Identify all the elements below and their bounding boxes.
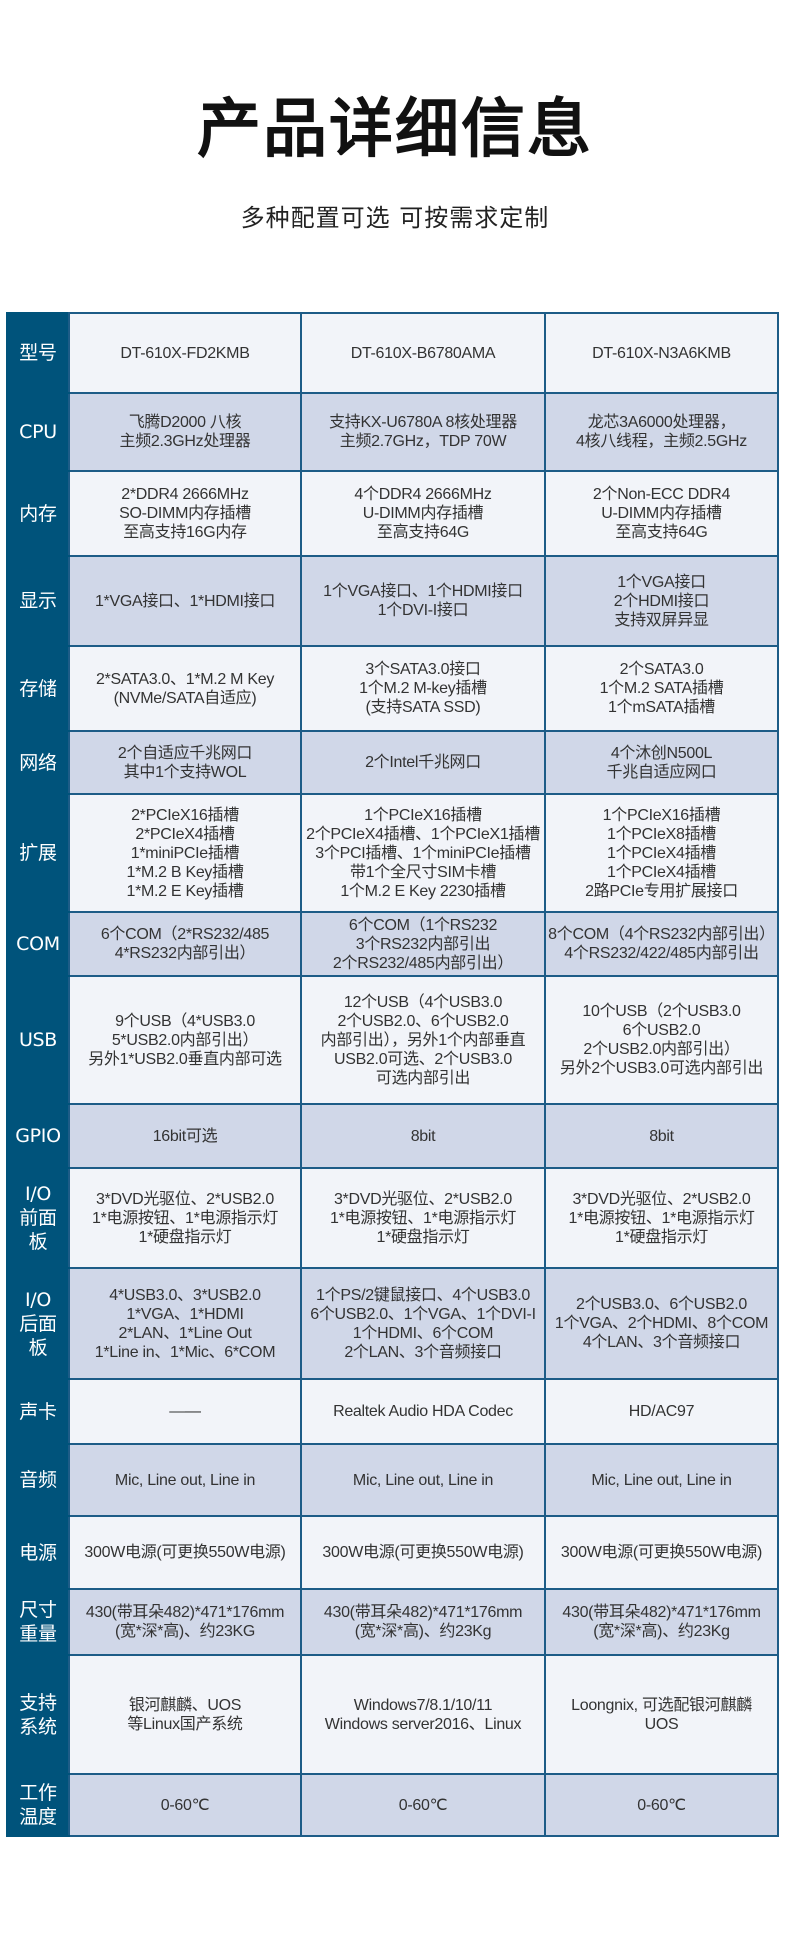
row-label: I/O 前面板 <box>6 1167 70 1269</box>
table-cell: 2*DDR4 2666MHz SO-DIMM内存插槽 至高支持16G内存 <box>68 470 302 557</box>
row-label: 型号 <box>6 312 70 394</box>
row-label: 尺寸 重量 <box>6 1588 70 1656</box>
table-cell: 龙芯3A6000处理器， 4核八线程，主频2.5GHz <box>544 392 779 472</box>
table-cell: 16bit可选 <box>68 1103 302 1169</box>
row-label: 内存 <box>6 470 70 557</box>
spec-table: 型号 DT-610X-FD2KMB DT-610X-B6780AMA DT-610X-… <box>6 312 779 1837</box>
table-row: 工作 温度 0-60℃ 0-60℃ 0-60℃ <box>6 1773 779 1837</box>
row-label: USB <box>6 975 70 1105</box>
table-cell: 300W电源(可更换550W电源) <box>544 1515 779 1590</box>
table-cell: Mic, Line out, Line in <box>68 1443 302 1517</box>
table-row: 尺寸 重量 430(带耳朵482)*471*176mm (宽*深*高)、约23KG… <box>6 1588 779 1656</box>
table-row: USB 9个USB（4*USB3.0 5*USB2.0内部引出） 另外1*USB2… <box>6 975 779 1105</box>
table-row: 扩展 2*PCIeX16插槽 2*PCIeX4插槽 1*miniPCIe插槽 1*… <box>6 793 779 913</box>
table-cell: 9个USB（4*USB3.0 5*USB2.0内部引出） 另外1*USB2.0垂… <box>68 975 302 1105</box>
row-label: CPU <box>6 392 70 472</box>
table-cell: 2*SATA3.0、1*M.2 M Key (NVMe/SATA自适应) <box>68 645 302 732</box>
table-cell: 1个VGA接口、1个HDMI接口 1个DVI-I接口 <box>300 555 546 647</box>
table-cell: DT-610X-FD2KMB <box>68 312 302 394</box>
table-cell: 4*USB3.0、3*USB2.0 1*VGA、1*HDMI 2*LAN、1*L… <box>68 1267 302 1380</box>
table-cell: 3个SATA3.0接口 1个M.2 M-key插槽 (支持SATA SSD) <box>300 645 546 732</box>
table-cell: 2个SATA3.0 1个M.2 SATA插槽 1个mSATA插槽 <box>544 645 779 732</box>
table-cell: Realtek Audio HDA Codec <box>300 1378 546 1445</box>
table-row: 存储 2*SATA3.0、1*M.2 M Key (NVMe/SATA自适应) 3个… <box>6 645 779 732</box>
row-label: 音频 <box>6 1443 70 1517</box>
table-row: 音频 Mic, Line out, Line in Mic, Line out, L… <box>6 1443 779 1517</box>
table-cell: 3*DVD光驱位、2*USB2.0 1*电源按钮、1*电源指示灯 1*硬盘指示灯 <box>544 1167 779 1269</box>
row-label: I/O 后面板 <box>6 1267 70 1380</box>
row-label: 扩展 <box>6 793 70 913</box>
table-cell: 1*VGA接口、1*HDMI接口 <box>68 555 302 647</box>
row-label: 显示 <box>6 555 70 647</box>
table-cell: 6个COM（2*RS232/485 4*RS232内部引出） <box>68 911 302 977</box>
row-label: 存储 <box>6 645 70 732</box>
table-row: 支持 系统 银河麒麟、UOS 等Linux国产系统 Windows7/8.1/10/… <box>6 1654 779 1775</box>
table-cell: 2个Intel千兆网口 <box>300 730 546 795</box>
table-cell: 2*PCIeX16插槽 2*PCIeX4插槽 1*miniPCIe插槽 1*M.… <box>68 793 302 913</box>
table-cell: 飞腾D2000 八核 主频2.3GHz处理器 <box>68 392 302 472</box>
table-cell: 430(带耳朵482)*471*176mm (宽*深*高)、约23Kg <box>300 1588 546 1656</box>
table-cell: 0-60℃ <box>544 1773 779 1837</box>
page-title: 产品详细信息 <box>197 93 593 167</box>
table-row: 声卡 —— Realtek Audio HDA Codec HD/AC97 <box>6 1378 779 1445</box>
table-cell: 0-60℃ <box>68 1773 302 1837</box>
table-cell: 430(带耳朵482)*471*176mm (宽*深*高)、约23Kg <box>544 1588 779 1656</box>
table-cell: 1个VGA接口 2个HDMI接口 支持双屏异显 <box>544 555 779 647</box>
row-label: GPIO <box>6 1103 70 1169</box>
table-cell: 8bit <box>300 1103 546 1169</box>
row-label: COM <box>6 911 70 977</box>
table-cell: 300W电源(可更换550W电源) <box>68 1515 302 1590</box>
table-cell: 430(带耳朵482)*471*176mm (宽*深*高)、约23KG <box>68 1588 302 1656</box>
row-label: 支持 系统 <box>6 1654 70 1775</box>
table-cell: 支持KX-U6780A 8核处理器 主频2.7GHz，TDP 70W <box>300 392 546 472</box>
table-cell: 3*DVD光驱位、2*USB2.0 1*电源按钮、1*电源指示灯 1*硬盘指示灯 <box>300 1167 546 1269</box>
table-cell: 银河麒麟、UOS 等Linux国产系统 <box>68 1654 302 1775</box>
table-cell: 8bit <box>544 1103 779 1169</box>
table-cell: 12个USB（4个USB3.0 2个USB2.0、6个USB2.0 内部引出），… <box>300 975 546 1105</box>
table-cell: 1个PS/2键鼠接口、4个USB3.0 6个USB2.0、1个VGA、1个DVI… <box>300 1267 546 1380</box>
row-label: 声卡 <box>6 1378 70 1445</box>
table-cell: 8个COM（4个RS232内部引出） 4个RS232/422/485内部引出 <box>544 911 779 977</box>
table-row: 内存 2*DDR4 2666MHz SO-DIMM内存插槽 至高支持16G内存 4个… <box>6 470 779 557</box>
table-row: CPU 飞腾D2000 八核 主频2.3GHz处理器 支持KX-U6780A 8核处… <box>6 392 779 472</box>
table-cell: 4个DDR4 2666MHz U-DIMM内存插槽 至高支持64G <box>300 470 546 557</box>
table-cell: 10个USB（2个USB3.0 6个USB2.0 2个USB2.0内部引出） 另… <box>544 975 779 1105</box>
table-row: I/O 前面板 3*DVD光驱位、2*USB2.0 1*电源按钮、1*电源指示灯 … <box>6 1167 779 1269</box>
row-label: 网络 <box>6 730 70 795</box>
row-label: 工作 温度 <box>6 1773 70 1837</box>
table-cell: —— <box>68 1378 302 1445</box>
page-subtitle: 多种配置可选 可按需求定制 <box>240 204 550 232</box>
table-cell: 2个自适应千兆网口 其中1个支持WOL <box>68 730 302 795</box>
table-cell: 2个USB3.0、6个USB2.0 1个VGA、2个HDMI、8个COM 4个L… <box>544 1267 779 1380</box>
table-row: 显示 1*VGA接口、1*HDMI接口 1个VGA接口、1个HDMI接口 1个DVI… <box>6 555 779 647</box>
table-row: 电源 300W电源(可更换550W电源) 300W电源(可更换550W电源) 300W… <box>6 1515 779 1590</box>
table-cell: 1个PCIeX16插槽 1个PCIeX8插槽 1个PCIeX4插槽 1个PCIe… <box>544 793 779 913</box>
table-row: COM 6个COM（2*RS232/485 4*RS232内部引出） 6个COM（1… <box>6 911 779 977</box>
table-cell: HD/AC97 <box>544 1378 779 1445</box>
table-cell: 3*DVD光驱位、2*USB2.0 1*电源按钮、1*电源指示灯 1*硬盘指示灯 <box>68 1167 302 1269</box>
table-row: 型号 DT-610X-FD2KMB DT-610X-B6780AMA DT-610X-… <box>6 312 779 394</box>
row-label: 电源 <box>6 1515 70 1590</box>
table-cell: 6个COM（1个RS232 3个RS232内部引出 2个RS232/485内部引… <box>300 911 546 977</box>
table-cell: DT-610X-B6780AMA <box>300 312 546 394</box>
table-cell: 4个沐创N500L 千兆自适应网口 <box>544 730 779 795</box>
table-cell: 1个PCIeX16插槽 2个PCIeX4插槽、1个PCIeX1插槽 3个PCI插… <box>300 793 546 913</box>
table-row: GPIO 16bit可选 8bit 8bit <box>6 1103 779 1169</box>
table-row: I/O 后面板 4*USB3.0、3*USB2.0 1*VGA、1*HDMI 2*… <box>6 1267 779 1380</box>
table-cell: 0-60℃ <box>300 1773 546 1837</box>
table-cell: Windows7/8.1/10/11 Windows server2016、Li… <box>300 1654 546 1775</box>
table-row: 网络 2个自适应千兆网口 其中1个支持WOL 2个Intel千兆网口 4个沐创N500… <box>6 730 779 795</box>
table-cell: Mic, Line out, Line in <box>300 1443 546 1517</box>
table-cell: Mic, Line out, Line in <box>544 1443 779 1517</box>
table-cell: DT-610X-N3A6KMB <box>544 312 779 394</box>
table-cell: 2个Non-ECC DDR4 U-DIMM内存插槽 至高支持64G <box>544 470 779 557</box>
table-cell: 300W电源(可更换550W电源) <box>300 1515 546 1590</box>
table-cell: Loongnix, 可选配银河麒麟 UOS <box>544 1654 779 1775</box>
